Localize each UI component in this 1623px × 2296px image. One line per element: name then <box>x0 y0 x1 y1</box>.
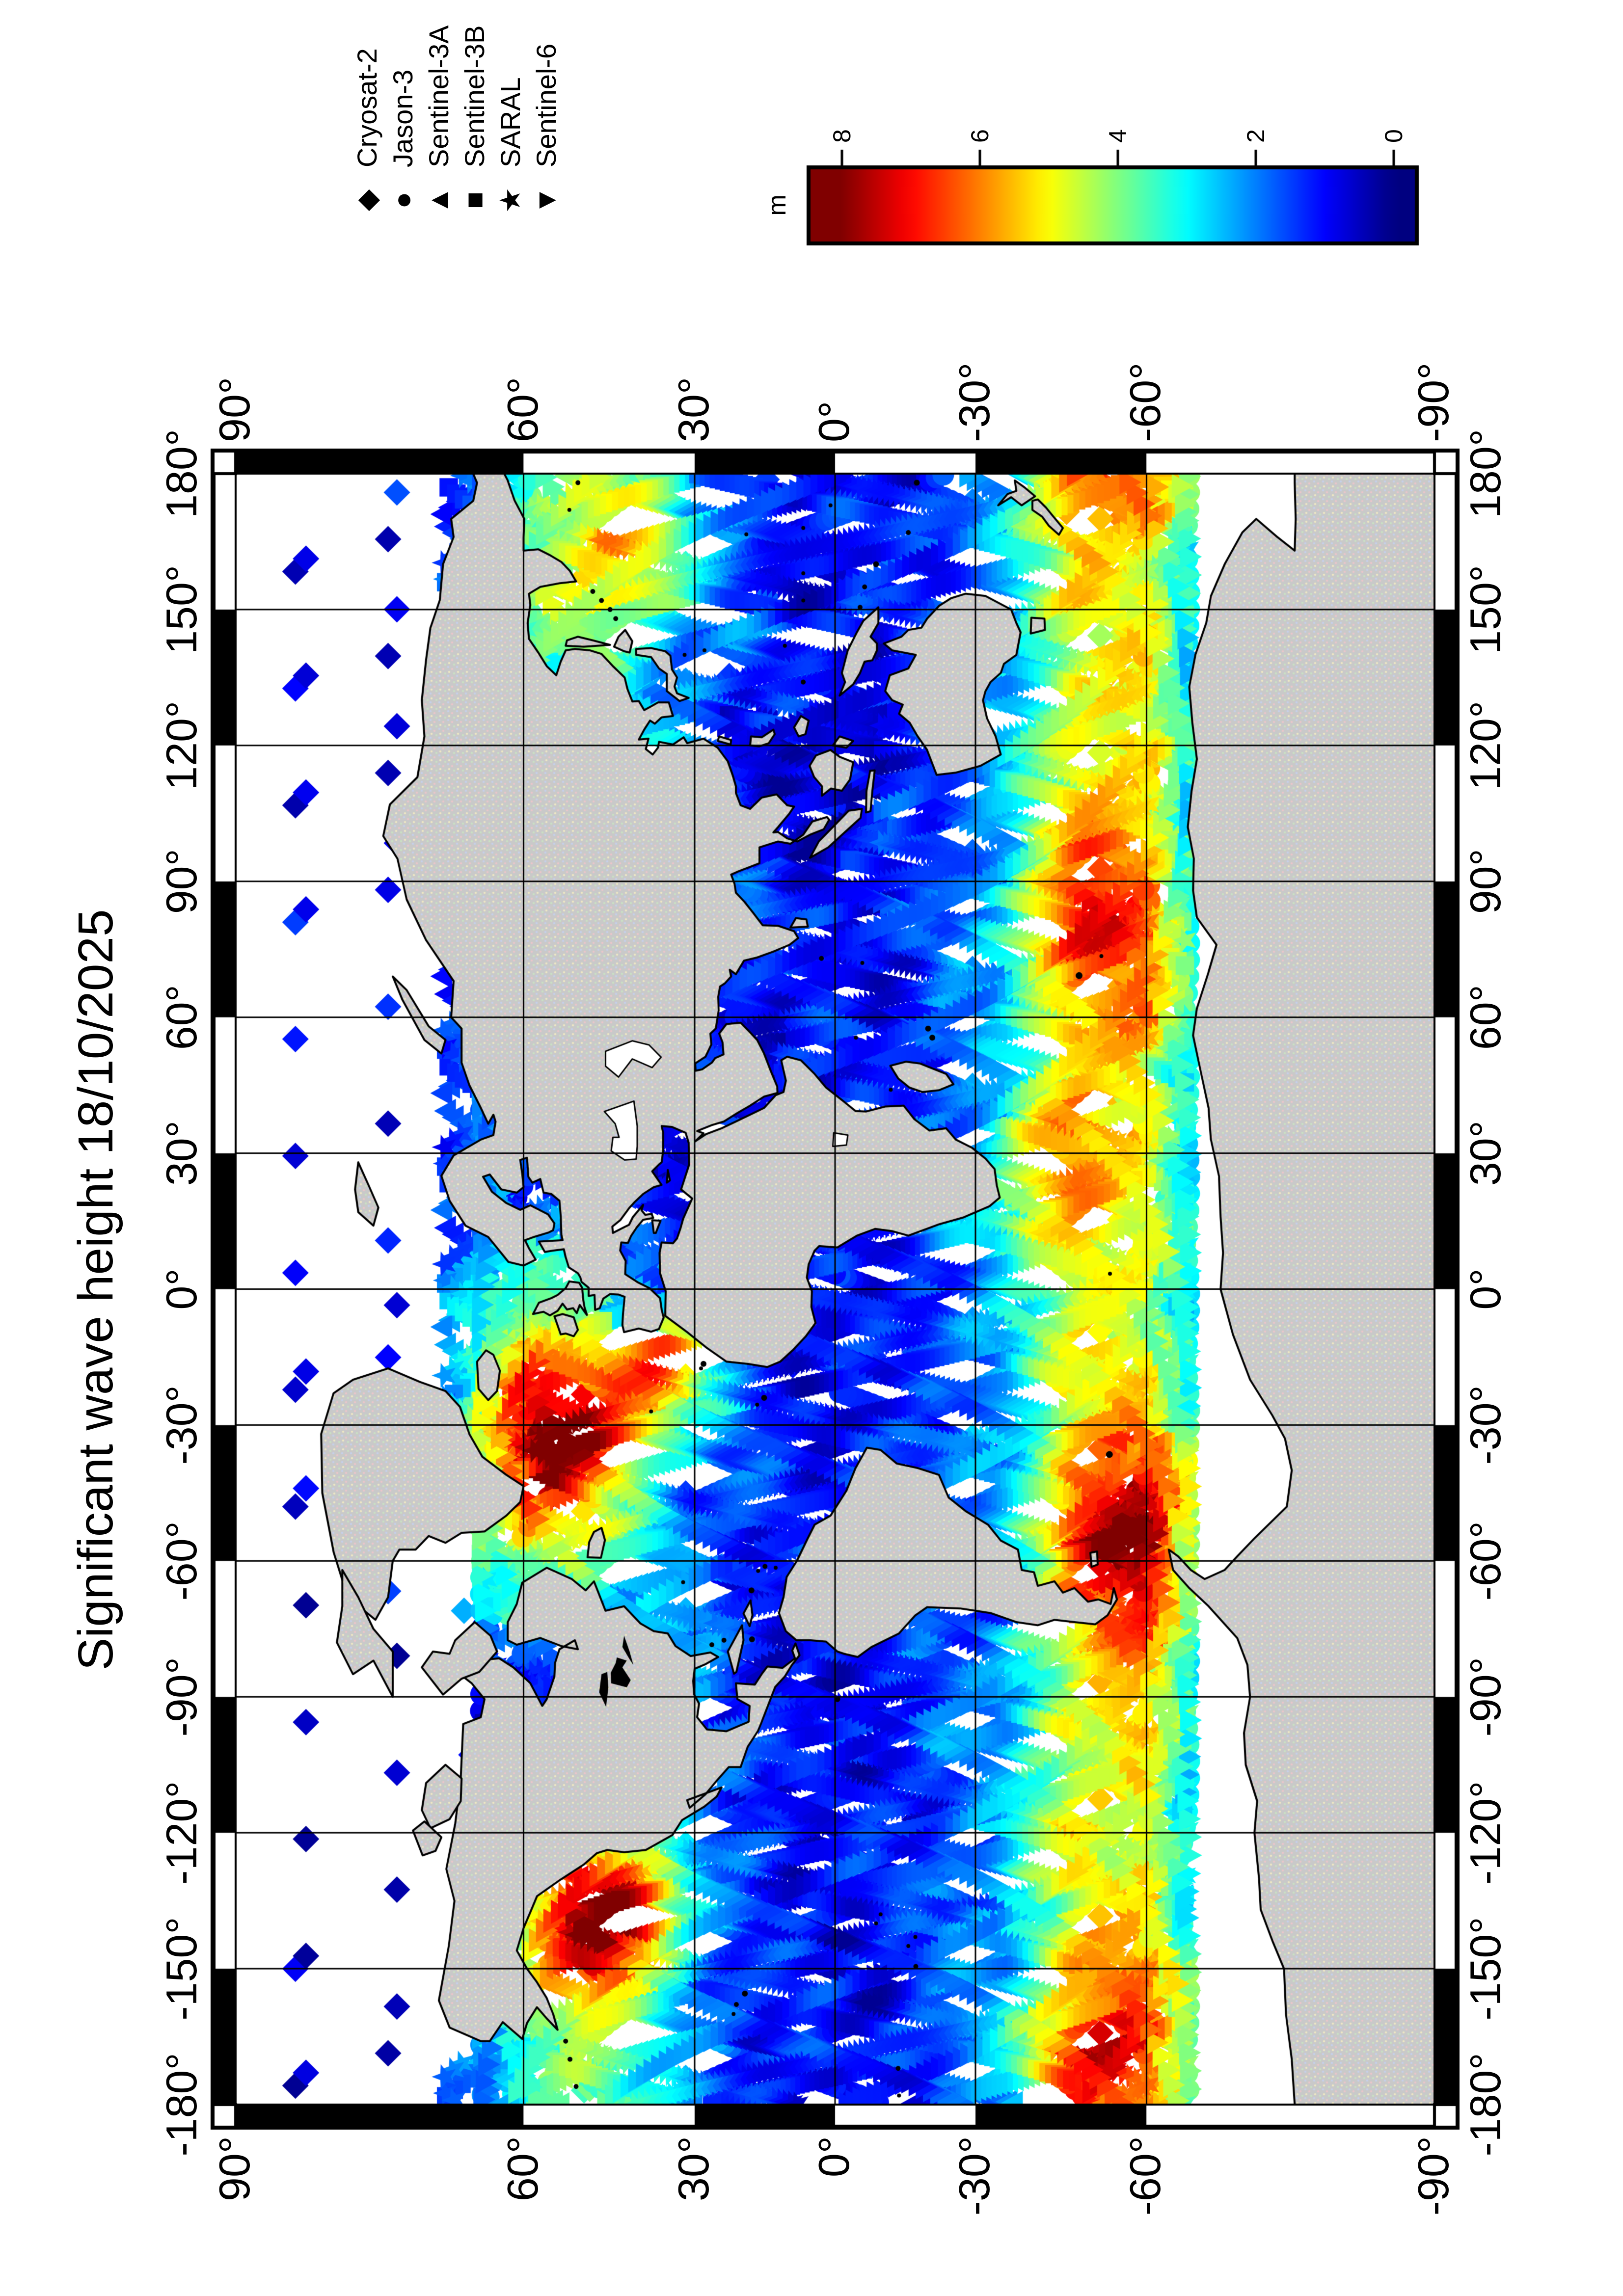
lon-label-bottom--150: -150° <box>1461 1917 1510 2021</box>
lon-label-top--120: -120° <box>157 1781 206 1885</box>
lon-label-top-60: 60° <box>157 985 206 1050</box>
legend-symbol-circle-icon: ● <box>387 191 419 209</box>
lon-label-bottom-150: 150° <box>1461 564 1510 654</box>
lon-label-bottom--180: -180° <box>1461 2053 1510 2157</box>
legend-symbol-triangle-down-icon: ▼ <box>530 186 562 214</box>
lon-label-bottom--90: -90° <box>1461 1657 1510 1737</box>
lon-label-bottom--60: -60° <box>1461 1521 1510 1601</box>
lon-label-top--180: -180° <box>157 2053 206 2157</box>
legend-symbol-diamond-icon: ◆ <box>351 189 383 212</box>
colorbar-unit: m <box>763 194 791 216</box>
lon-label-bottom-90: 90° <box>1461 849 1510 914</box>
lon-label-top-0: 0° <box>157 1268 206 1310</box>
colorbar-tick-label-2: 2 <box>1242 129 1270 143</box>
lon-label-bottom--30: -30° <box>1461 1385 1510 1465</box>
legend-label-sentinel-6: Sentinel-6 <box>531 43 562 167</box>
lon-label-bottom-180: 180° <box>1461 428 1510 519</box>
lon-label-bottom--120: -120° <box>1461 1781 1510 1885</box>
lat-label-right-60: 60° <box>498 376 547 442</box>
lon-label-top-180: 180° <box>157 428 206 519</box>
lat-label-left--90: -90° <box>1409 2136 1458 2216</box>
lat-label-right--30: -30° <box>950 362 999 442</box>
legend-symbol-star-icon: ★ <box>494 187 526 213</box>
lat-label-left--30: -30° <box>950 2136 999 2216</box>
lon-label-top--60: -60° <box>157 1521 206 1601</box>
lat-label-right--90: -90° <box>1409 362 1458 442</box>
lon-label-top-150: 150° <box>157 564 206 654</box>
lon-label-bottom-120: 120° <box>1461 700 1510 790</box>
lat-label-left-90: 90° <box>210 2136 259 2202</box>
colorbar-tick-label-0: 0 <box>1380 129 1407 143</box>
lat-label-left--60: -60° <box>1121 2136 1170 2216</box>
lon-label-bottom-30: 30° <box>1461 1121 1510 1186</box>
lon-label-top-120: 120° <box>157 700 206 790</box>
lon-label-bottom-0: 0° <box>1461 1268 1510 1310</box>
colorbar-tick-label-4: 4 <box>1104 129 1132 143</box>
lon-label-top--90: -90° <box>157 1657 206 1737</box>
legend-symbol-triangle-up-icon: ▲ <box>423 186 455 214</box>
lat-label-right--60: -60° <box>1121 362 1170 442</box>
colorbar-tick-label-8: 8 <box>828 129 856 143</box>
legend-label-saral: SARAL <box>495 77 526 167</box>
legend-label-cryosat-2: Cryosat-2 <box>352 48 382 167</box>
lon-label-top-30: 30° <box>157 1121 206 1186</box>
lat-label-right-90: 90° <box>210 376 259 442</box>
lat-label-right-0: 0° <box>810 400 858 442</box>
lon-label-top--150: -150° <box>157 1917 206 2021</box>
colorbar-tick-label-6: 6 <box>966 129 994 143</box>
lon-label-bottom-60: 60° <box>1461 985 1510 1050</box>
legend-label-sentinel-3b: Sentinel-3B <box>459 25 490 167</box>
lon-label-top--30: -30° <box>157 1385 206 1465</box>
legend-symbol-square-icon: ■ <box>459 191 490 209</box>
lat-label-right-30: 30° <box>669 376 718 442</box>
legend-label-sentinel-3a: Sentinel-3A <box>423 25 454 167</box>
plot-title: Significant wave height 18/10/2025 <box>68 909 123 1671</box>
lat-label-left-30: 30° <box>669 2136 718 2202</box>
lat-label-left-0: 0° <box>810 2136 858 2178</box>
lon-label-top-90: 90° <box>157 849 206 914</box>
legend-label-jason-3: Jason-3 <box>387 69 418 167</box>
lat-label-left-60: 60° <box>498 2136 547 2202</box>
